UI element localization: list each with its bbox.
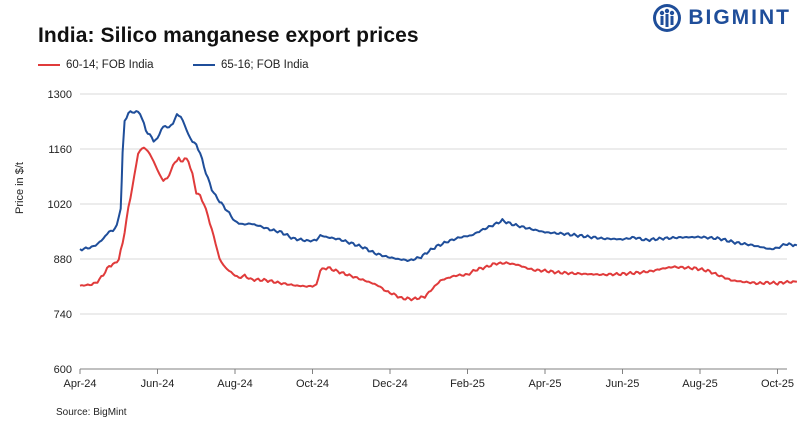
x-tick-label: Aug-24 [217, 378, 252, 390]
legend-item-65-16: 65-16; FOB India [193, 59, 309, 71]
y-tick-label: 880 [54, 254, 72, 266]
y-tick-label: 740 [54, 309, 72, 321]
x-tick-label: Oct-24 [296, 378, 329, 390]
y-tick-label: 600 [54, 364, 72, 376]
x-tick-label: Jun-25 [606, 378, 640, 390]
y-tick-label: 1160 [48, 144, 72, 156]
bigmint-logo: BIGMINT [652, 3, 791, 33]
x-axis [79, 369, 778, 374]
grid-lines [80, 93, 787, 370]
series-line-60-14 [79, 146, 798, 302]
legend-swatch-blue [193, 64, 215, 66]
y-tick-labels: 600 740 880 1020 1160 1300 [48, 89, 72, 376]
series-lines [79, 110, 798, 302]
source-note: Source: BigMint [56, 407, 127, 418]
bigmint-logo-text: BIGMINT [688, 6, 791, 29]
x-tick-label: Apr-24 [63, 378, 96, 390]
chart-title: India: Silico manganese export prices [38, 24, 419, 47]
legend-label-60-14: 60-14; FOB India [66, 59, 154, 71]
legend-label-65-16: 65-16; FOB India [221, 59, 309, 71]
x-tick-label: Apr-25 [528, 378, 561, 390]
x-tick-label: Dec-24 [372, 378, 407, 390]
legend-swatch-red [38, 64, 60, 66]
x-tick-label: Oct-25 [761, 378, 794, 390]
bigmint-logo-icon [653, 4, 682, 32]
x-tick-label: Aug-25 [682, 378, 717, 390]
x-tick-label: Feb-25 [450, 378, 485, 390]
legend-item-60-14: 60-14; FOB India [38, 59, 154, 71]
x-tick-label: Jun-24 [141, 378, 175, 390]
y-tick-label: 1020 [48, 199, 72, 211]
x-tick-labels: Apr-24 Jun-24 Aug-24 Oct-24 Dec-24 Feb-25 Apr-… [63, 378, 794, 390]
y-tick-label: 1300 [48, 89, 72, 101]
series-line-65-16 [79, 110, 798, 262]
